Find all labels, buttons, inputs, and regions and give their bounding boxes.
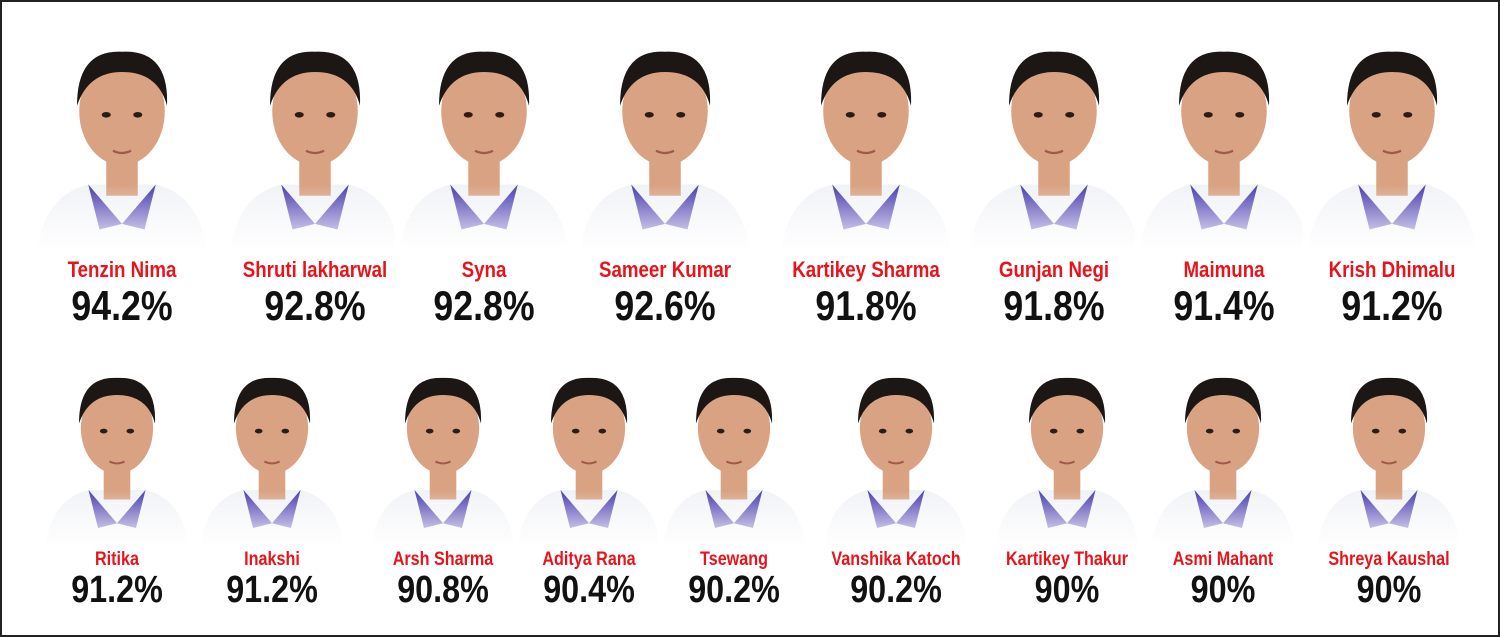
student-score: 91.2% (226, 569, 318, 611)
student-photo (658, 357, 810, 552)
student-name: Aditya Rana (542, 549, 636, 570)
student-photo (1134, 27, 1314, 257)
student-name: Kartikey Sharma (792, 257, 940, 282)
student-card: Arsh Sharma 90.8% (358, 357, 528, 635)
student-name: Tsewang (700, 549, 768, 570)
student-name: Asmi Mahant (1172, 549, 1274, 570)
student-card: Kartikey Sharma 91.8% (776, 27, 956, 329)
student-photo (513, 357, 665, 552)
student-score: 90% (1190, 569, 1256, 611)
student-score: 91.2% (71, 569, 163, 611)
student-name: Maimuna (1183, 257, 1265, 282)
student-name: Sameer Kumar (598, 257, 732, 282)
student-card: Krish Dhimalu 91.2% (1302, 27, 1482, 329)
student-photo (964, 27, 1144, 257)
student-score: 90.4% (543, 569, 635, 611)
student-card: Aditya Rana 90.4% (504, 357, 674, 635)
student-score: 92.8% (264, 282, 366, 329)
student-score: 91.2% (1341, 282, 1443, 329)
student-card: Tsewang 90.2% (649, 357, 819, 635)
student-name: Vanshika Katoch (831, 549, 961, 570)
student-score: 91.8% (815, 282, 917, 329)
student-card: Tenzin Nima 94.2% (32, 27, 212, 329)
student-photo (394, 27, 574, 257)
student-photo (991, 357, 1143, 552)
student-card: Syna 92.8% (394, 27, 574, 329)
student-card: Gunjan Negi 91.8% (964, 27, 1144, 329)
student-name: Kartikey Thakur (1005, 549, 1129, 570)
student-photo (820, 357, 972, 552)
student-name: Syna (461, 257, 507, 282)
student-score: 91.4% (1173, 282, 1275, 329)
student-photo (367, 357, 519, 552)
student-name: Shruti lakharwal (242, 257, 388, 282)
student-photo (196, 357, 348, 552)
student-name: Krish Dhimalu (1328, 257, 1456, 282)
student-card: Vanshika Katoch 90.2% (811, 357, 981, 635)
student-photo (1302, 27, 1482, 257)
student-name: Ritika (95, 549, 139, 570)
student-score: 90.2% (850, 569, 942, 611)
student-card: Shruti lakharwal 92.8% (225, 27, 405, 329)
student-name: Gunjan Negi (998, 257, 1110, 282)
student-score: 90.2% (688, 569, 780, 611)
student-score: 90% (1356, 569, 1422, 611)
student-photo (575, 27, 755, 257)
student-card: Inakshi 91.2% (187, 357, 357, 635)
student-score: 94.2% (71, 282, 173, 329)
student-score: 92.6% (614, 282, 716, 329)
student-card: Ritika 91.2% (32, 357, 202, 635)
student-photo (776, 27, 956, 257)
student-score: 90% (1034, 569, 1100, 611)
student-photo (225, 27, 405, 257)
student-card: Sameer Kumar 92.6% (575, 27, 755, 329)
student-name: Inakshi (244, 549, 300, 570)
student-card: Kartikey Thakur 90% (982, 357, 1152, 635)
student-photo (1147, 357, 1299, 552)
student-name: Arsh Sharma (392, 549, 494, 570)
student-photo (1313, 357, 1465, 552)
student-score: 90.8% (397, 569, 489, 611)
student-photo (32, 27, 212, 257)
student-card: Asmi Mahant 90% (1138, 357, 1308, 635)
student-score: 91.8% (1003, 282, 1105, 329)
student-photo (41, 357, 193, 552)
student-card: Maimuna 91.4% (1134, 27, 1314, 329)
student-card: Shreya Kaushal 90% (1304, 357, 1474, 635)
student-name: Shreya Kaushal (1328, 549, 1450, 570)
student-name: Tenzin Nima (67, 257, 177, 282)
student-score: 92.8% (433, 282, 535, 329)
